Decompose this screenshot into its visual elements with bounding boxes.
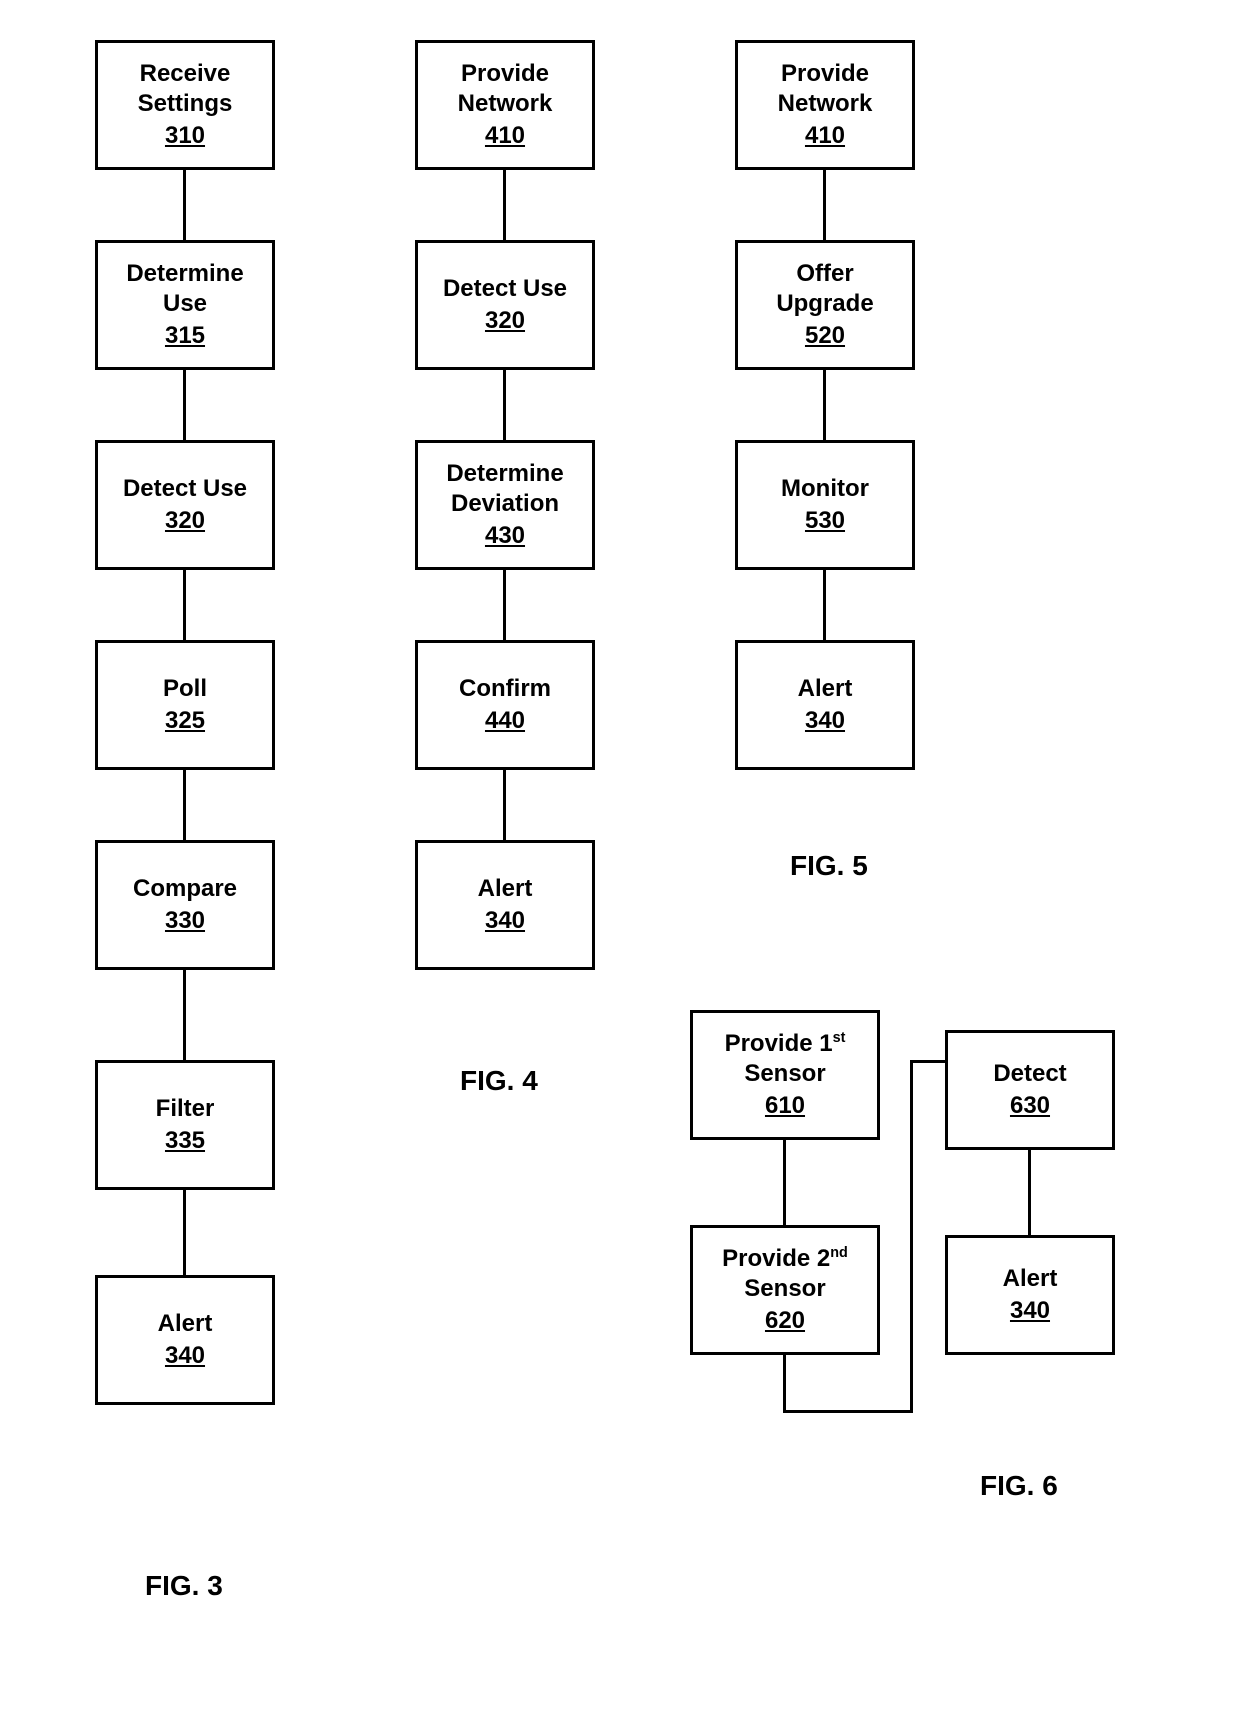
fig5-node-520-label: Offer Upgrade bbox=[776, 259, 873, 319]
fig3-edge-325-330 bbox=[183, 770, 186, 840]
fig6-node-620-ref: 620 bbox=[765, 1306, 805, 1336]
fig3-node-340-ref: 340 bbox=[165, 1341, 205, 1371]
diagram-canvas: Receive Settings 310 Determine Use 315 D… bbox=[0, 0, 1240, 1718]
fig5-node-530-ref: 530 bbox=[805, 506, 845, 536]
fig6-node-340-label: Alert bbox=[1003, 1264, 1058, 1294]
fig6-node-610: Provide 1stSensor 610 bbox=[690, 1010, 880, 1140]
fig3-caption: FIG. 3 bbox=[145, 1570, 223, 1602]
fig3-node-315: Determine Use 315 bbox=[95, 240, 275, 370]
fig5-edge-530-340 bbox=[823, 570, 826, 640]
fig4-node-320-ref: 320 bbox=[485, 306, 525, 336]
fig3-edge-315-320 bbox=[183, 370, 186, 440]
fig3-node-330-ref: 330 bbox=[165, 906, 205, 936]
fig6-node-610-label: Provide 1stSensor bbox=[725, 1029, 846, 1089]
fig4-edge-440-340 bbox=[503, 770, 506, 840]
fig3-node-320-label: Detect Use bbox=[123, 474, 247, 504]
fig3-node-335-ref: 335 bbox=[165, 1126, 205, 1156]
fig4-node-340-ref: 340 bbox=[485, 906, 525, 936]
fig5-edge-410-520 bbox=[823, 170, 826, 240]
fig4-node-440: Confirm 440 bbox=[415, 640, 595, 770]
fig3-node-310-label: Receive Settings bbox=[138, 59, 233, 119]
fig4-node-440-label: Confirm bbox=[459, 674, 551, 704]
fig6-node-630-label: Detect bbox=[993, 1059, 1066, 1089]
fig5-node-410: Provide Network 410 bbox=[735, 40, 915, 170]
fig3-node-340: Alert 340 bbox=[95, 1275, 275, 1405]
fig4-node-340: Alert 340 bbox=[415, 840, 595, 970]
fig6-elbow-seg1 bbox=[783, 1355, 786, 1410]
fig3-node-310: Receive Settings 310 bbox=[95, 40, 275, 170]
fig4-node-340-label: Alert bbox=[478, 874, 533, 904]
fig5-node-340: Alert 340 bbox=[735, 640, 915, 770]
fig5-node-520-ref: 520 bbox=[805, 321, 845, 351]
fig6-edge-610-620 bbox=[783, 1140, 786, 1225]
fig6-elbow-seg3 bbox=[910, 1060, 913, 1413]
fig3-node-315-ref: 315 bbox=[165, 321, 205, 351]
fig3-edge-320-325 bbox=[183, 570, 186, 640]
fig3-edge-310-315 bbox=[183, 170, 186, 240]
fig5-node-410-label: Provide Network bbox=[778, 59, 873, 119]
fig5-node-340-label: Alert bbox=[798, 674, 853, 704]
fig6-node-340-ref: 340 bbox=[1010, 1296, 1050, 1326]
fig4-edge-320-430 bbox=[503, 370, 506, 440]
fig3-node-340-label: Alert bbox=[158, 1309, 213, 1339]
fig3-node-315-label: Determine Use bbox=[126, 259, 243, 319]
fig4-node-430: Determine Deviation 430 bbox=[415, 440, 595, 570]
fig3-node-325: Poll 325 bbox=[95, 640, 275, 770]
fig3-edge-335-340 bbox=[183, 1190, 186, 1275]
fig4-node-410: Provide Network 410 bbox=[415, 40, 595, 170]
fig6-elbow-seg4 bbox=[910, 1060, 945, 1063]
fig6-node-630-ref: 630 bbox=[1010, 1091, 1050, 1121]
fig4-edge-430-440 bbox=[503, 570, 506, 640]
fig6-caption: FIG. 6 bbox=[980, 1470, 1058, 1502]
fig4-node-410-ref: 410 bbox=[485, 121, 525, 151]
fig6-node-630: Detect 630 bbox=[945, 1030, 1115, 1150]
fig4-node-410-label: Provide Network bbox=[458, 59, 553, 119]
fig3-edge-330-335 bbox=[183, 970, 186, 1060]
fig5-node-410-ref: 410 bbox=[805, 121, 845, 151]
fig4-node-320: Detect Use 320 bbox=[415, 240, 595, 370]
fig4-node-440-ref: 440 bbox=[485, 706, 525, 736]
fig6-elbow-seg2 bbox=[783, 1410, 913, 1413]
fig3-node-325-ref: 325 bbox=[165, 706, 205, 736]
fig3-node-310-ref: 310 bbox=[165, 121, 205, 151]
fig6-node-340: Alert 340 bbox=[945, 1235, 1115, 1355]
fig6-node-610-ref: 610 bbox=[765, 1091, 805, 1121]
fig5-node-530: Monitor 530 bbox=[735, 440, 915, 570]
fig3-node-320: Detect Use 320 bbox=[95, 440, 275, 570]
fig6-node-620: Provide 2ndSensor 620 bbox=[690, 1225, 880, 1355]
fig3-node-330-label: Compare bbox=[133, 874, 237, 904]
fig5-node-520: Offer Upgrade 520 bbox=[735, 240, 915, 370]
fig4-node-430-ref: 430 bbox=[485, 521, 525, 551]
fig3-node-330: Compare 330 bbox=[95, 840, 275, 970]
fig5-node-530-label: Monitor bbox=[781, 474, 869, 504]
fig5-caption: FIG. 5 bbox=[790, 850, 868, 882]
fig6-node-620-label: Provide 2ndSensor bbox=[722, 1244, 848, 1304]
fig3-node-325-label: Poll bbox=[163, 674, 207, 704]
fig4-caption: FIG. 4 bbox=[460, 1065, 538, 1097]
fig4-node-320-label: Detect Use bbox=[443, 274, 567, 304]
fig3-node-335-label: Filter bbox=[156, 1094, 215, 1124]
fig5-node-340-ref: 340 bbox=[805, 706, 845, 736]
fig5-edge-520-530 bbox=[823, 370, 826, 440]
fig3-node-320-ref: 320 bbox=[165, 506, 205, 536]
fig4-edge-410-320 bbox=[503, 170, 506, 240]
fig3-node-335: Filter 335 bbox=[95, 1060, 275, 1190]
fig4-node-430-label: Determine Deviation bbox=[446, 459, 563, 519]
fig6-edge-630-340 bbox=[1028, 1150, 1031, 1235]
